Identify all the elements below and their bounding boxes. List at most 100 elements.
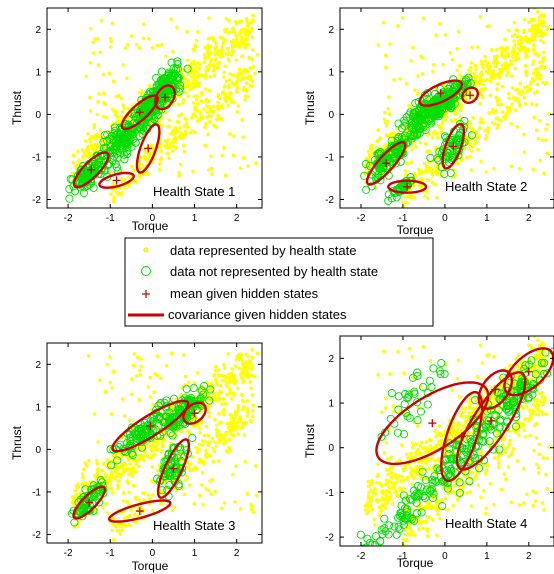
- point-represented: [524, 69, 529, 74]
- point-represented: [184, 118, 189, 122]
- point-not-represented: [113, 456, 122, 465]
- point-represented: [251, 13, 255, 18]
- point-represented: [173, 136, 178, 140]
- point-represented: [544, 412, 549, 417]
- series-not-represented: [67, 381, 215, 527]
- point-represented: [474, 398, 478, 402]
- point-represented: [403, 465, 408, 469]
- point-not-represented: [409, 123, 418, 132]
- point-represented: [507, 109, 512, 113]
- point-represented: [146, 385, 151, 389]
- point-represented: [192, 101, 196, 105]
- point-represented: [183, 374, 188, 379]
- point-represented: [165, 124, 170, 129]
- point-represented: [147, 36, 151, 41]
- point-represented: [237, 67, 242, 72]
- point-represented: [425, 534, 430, 538]
- point-represented: [190, 467, 194, 472]
- point-represented: [88, 140, 93, 144]
- point-represented: [369, 144, 374, 148]
- point-not-represented: [139, 123, 148, 132]
- point-represented: [87, 459, 91, 463]
- point-not-represented: [160, 77, 169, 86]
- point-represented: [235, 425, 240, 430]
- point-represented: [472, 71, 477, 75]
- point-represented: [211, 69, 216, 73]
- point-represented: [230, 52, 235, 56]
- point-represented: [102, 91, 106, 96]
- point-represented: [465, 491, 469, 495]
- point-represented: [173, 125, 178, 130]
- mean-marker: [169, 464, 178, 473]
- point-represented: [84, 481, 88, 485]
- point-represented: [468, 154, 472, 159]
- point-represented: [191, 454, 195, 459]
- point-represented: [224, 27, 229, 31]
- point-represented: [499, 487, 504, 492]
- point-represented: [443, 496, 448, 501]
- covariance-ellipse: [135, 123, 161, 174]
- point-represented: [545, 354, 550, 359]
- point-represented: [237, 355, 242, 360]
- point-represented: [143, 150, 148, 155]
- point-represented: [118, 532, 123, 536]
- point-represented: [506, 465, 511, 469]
- point-not-represented: [173, 422, 182, 431]
- point-represented: [486, 129, 490, 134]
- point-represented: [378, 481, 383, 486]
- point-represented: [423, 445, 427, 450]
- point-represented: [221, 362, 226, 367]
- point-represented: [479, 452, 483, 456]
- point-represented: [207, 453, 212, 458]
- point-represented: [196, 30, 200, 34]
- point-represented: [410, 441, 415, 445]
- point-represented: [473, 474, 478, 478]
- x-axis-label: Torque: [397, 223, 434, 237]
- point-not-represented: [65, 185, 74, 194]
- point-represented: [544, 138, 548, 142]
- point-represented: [242, 85, 246, 90]
- point-represented: [183, 76, 188, 81]
- point-represented: [412, 141, 417, 146]
- point-represented: [216, 392, 221, 396]
- point-represented: [180, 486, 185, 491]
- point-represented: [169, 441, 173, 446]
- point-represented: [99, 18, 104, 23]
- point-represented: [484, 468, 489, 472]
- point-represented: [492, 122, 497, 126]
- point-represented: [123, 467, 128, 472]
- point-represented: [229, 91, 233, 95]
- mean-marker: [382, 159, 391, 168]
- point-represented: [433, 459, 438, 463]
- point-represented: [192, 112, 196, 116]
- point-represented: [468, 65, 473, 70]
- point-represented: [384, 478, 389, 483]
- point-represented: [71, 153, 76, 157]
- point-not-represented: [375, 163, 384, 172]
- point-represented: [544, 3, 548, 7]
- point-represented: [382, 20, 386, 25]
- point-represented: [431, 181, 435, 185]
- point-represented: [527, 408, 532, 413]
- point-represented: [108, 380, 113, 385]
- point-represented: [387, 95, 391, 99]
- point-represented: [83, 139, 88, 143]
- point-represented: [91, 51, 96, 55]
- point-represented: [415, 452, 419, 456]
- point-represented: [221, 378, 225, 383]
- point-represented: [134, 462, 138, 467]
- point-represented: [434, 435, 438, 439]
- point-represented: [242, 67, 246, 72]
- point-not-represented: [456, 119, 465, 128]
- point-represented: [467, 399, 471, 404]
- point-represented: [109, 487, 114, 491]
- point-not-represented: [414, 121, 423, 130]
- point-represented: [459, 108, 463, 112]
- point-not-represented: [362, 185, 371, 194]
- point-represented: [232, 100, 236, 105]
- point-represented: [375, 481, 380, 485]
- point-represented: [446, 508, 451, 512]
- point-represented: [510, 102, 514, 106]
- point-represented: [426, 448, 430, 452]
